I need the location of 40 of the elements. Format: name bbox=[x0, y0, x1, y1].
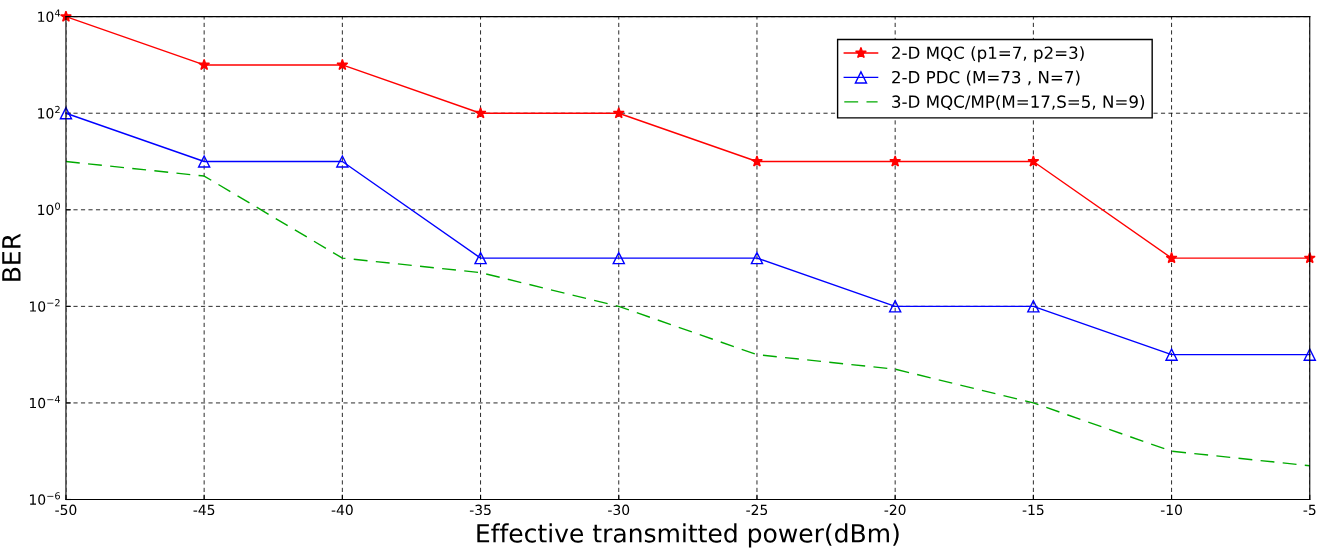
legend-label: 2-D PDC (M=73 , N=7) bbox=[892, 70, 1080, 86]
y-tick-label: 10$^{0}$ bbox=[38, 202, 60, 216]
point bbox=[750, 251, 764, 265]
line-series bbox=[65, 160, 1311, 467]
x-tick-label: -20 bbox=[884, 504, 906, 516]
point bbox=[1165, 348, 1178, 361]
y-tick-label: 10$^{4}$ bbox=[38, 9, 61, 23]
point bbox=[888, 300, 902, 313]
point bbox=[889, 155, 902, 167]
point bbox=[474, 106, 487, 119]
y-axis-title: BER bbox=[2, 233, 21, 281]
y-tick-label: 10$^{−2}$ bbox=[29, 299, 60, 312]
point bbox=[336, 155, 349, 168]
legend-label: 2-D MQC (p1=7, p2=3) bbox=[892, 46, 1084, 63]
point bbox=[474, 251, 487, 265]
point bbox=[1303, 348, 1317, 361]
point bbox=[1165, 251, 1178, 264]
point bbox=[1027, 155, 1040, 167]
x-tick-label: -25 bbox=[746, 504, 768, 516]
point bbox=[750, 155, 763, 167]
x-tick-label: -45 bbox=[193, 504, 215, 516]
x-tick-label: -40 bbox=[331, 504, 353, 516]
point bbox=[198, 58, 211, 71]
x-axis-title: Effective transmitted power(dBm) bbox=[477, 523, 899, 548]
x-tick-label: -50 bbox=[55, 504, 77, 516]
point bbox=[197, 155, 211, 168]
point bbox=[1027, 300, 1040, 313]
x-tick-label: -30 bbox=[608, 504, 630, 516]
point bbox=[612, 251, 626, 265]
x-tick-label: -15 bbox=[1022, 504, 1044, 516]
y-tick-label: 10$^{2}$ bbox=[38, 105, 60, 119]
y-tick-label: 10$^{−4}$ bbox=[29, 395, 61, 409]
point bbox=[336, 58, 349, 71]
x-tick-label: -35 bbox=[469, 504, 491, 516]
y-tick-label: 10$^{−6}$ bbox=[29, 492, 60, 505]
x-tick-label: -10 bbox=[1160, 504, 1182, 516]
point bbox=[59, 106, 73, 120]
legend-label: 3-D MQC/MP(M=17,S=5, N=9) bbox=[892, 95, 1145, 110]
x-tick-label: -5 bbox=[1303, 504, 1316, 516]
point bbox=[612, 106, 625, 119]
